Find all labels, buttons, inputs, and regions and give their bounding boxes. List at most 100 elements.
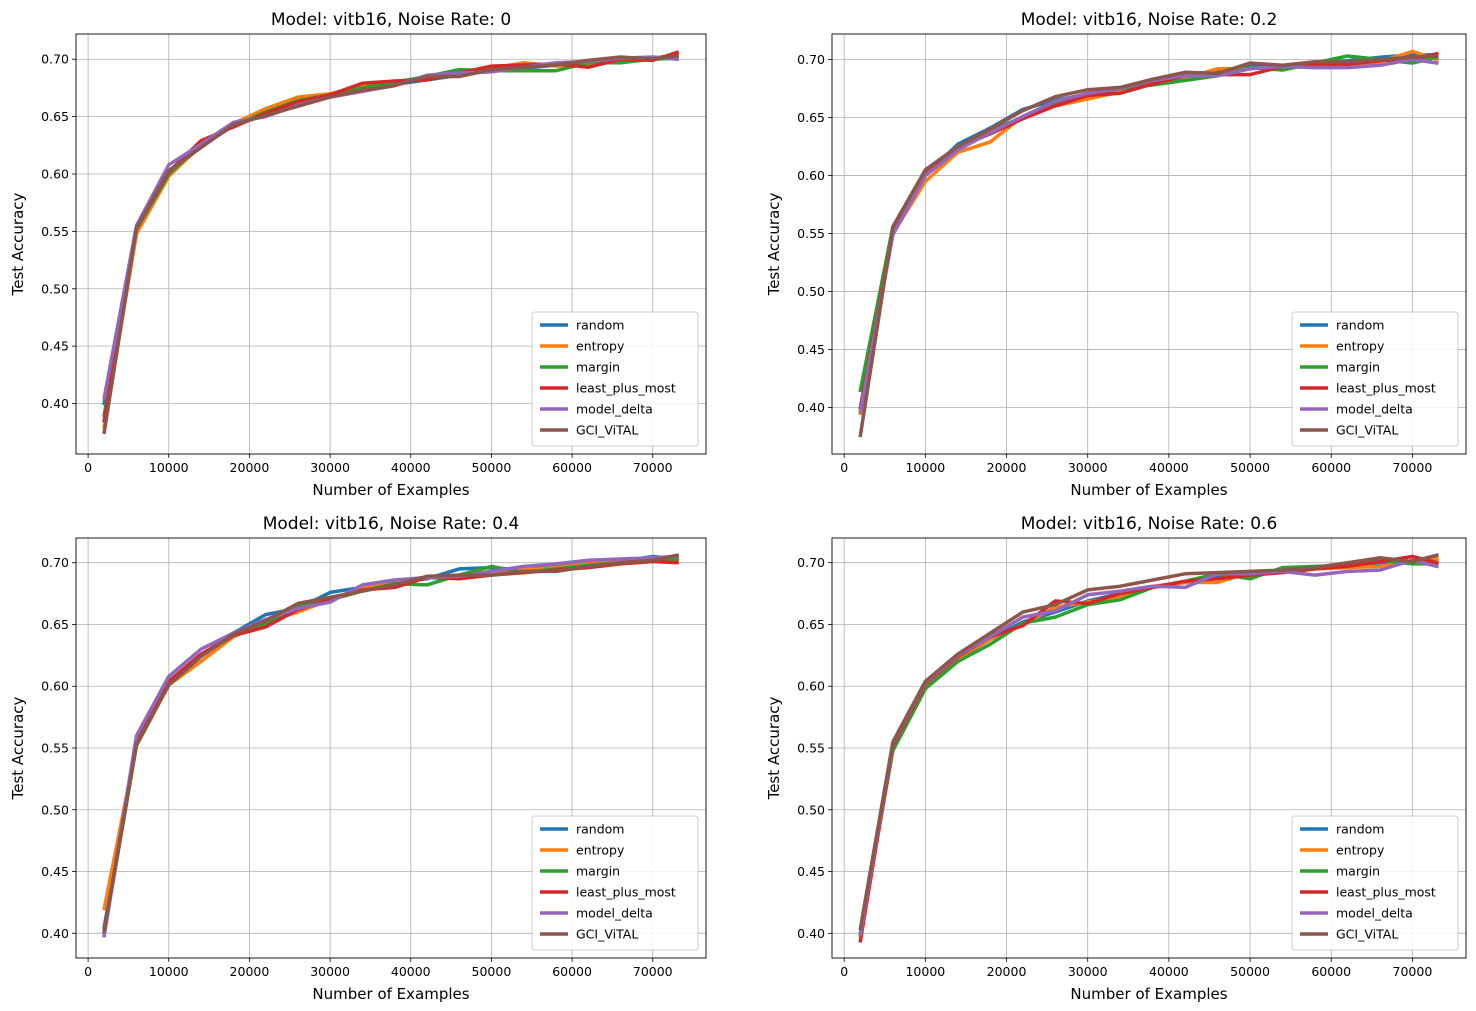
legend-label-least-plus-most: least_plus_most (576, 885, 676, 900)
chart-title: Model: vitb16, Noise Rate: 0 (271, 10, 511, 30)
x-tick-label: 30000 (1068, 460, 1108, 475)
x-axis-label: Number of Examples (312, 481, 469, 499)
x-tick-label: 20000 (230, 460, 270, 475)
x-tick-label: 40000 (1149, 964, 1189, 979)
legend-label-model-delta: model_delta (576, 906, 653, 921)
y-tick-label: 0.50 (797, 284, 825, 299)
y-tick-label: 0.45 (797, 342, 825, 357)
x-tick-label: 70000 (633, 964, 673, 979)
x-axis-label: Number of Examples (1070, 985, 1227, 1003)
x-tick-label: 0 (840, 964, 848, 979)
series-line-model-delta (102, 554, 679, 938)
x-tick-label: 70000 (1393, 964, 1433, 979)
legend-label-GCI-ViTAL: GCI_ViTAL (1336, 927, 1398, 942)
y-tick-label: 0.70 (797, 555, 825, 570)
axes-frame (831, 33, 1467, 455)
y-tick-label: 0.65 (41, 617, 69, 632)
legend-label-entropy: entropy (1336, 339, 1385, 354)
chart-title: Model: vitb16, Noise Rate: 0.6 (1021, 514, 1278, 534)
x-tick-label: 60000 (552, 964, 592, 979)
y-tick-label: 0.50 (41, 802, 69, 817)
legend-label-least-plus-most: least_plus_most (1336, 381, 1436, 396)
legend-label-least-plus-most: least_plus_most (576, 381, 676, 396)
x-axis-label: Number of Examples (312, 985, 469, 1003)
legend-box (531, 815, 699, 951)
y-tick-label: 0.60 (797, 168, 825, 183)
y-tick-label: 0.70 (797, 52, 825, 67)
legend-label-random: random (1336, 318, 1384, 333)
x-tick-label: 40000 (391, 460, 431, 475)
y-tick-label: 0.55 (41, 224, 69, 239)
legend-label-margin: margin (576, 360, 620, 375)
x-tick-label: 50000 (1230, 964, 1270, 979)
x-tick-label: 20000 (987, 460, 1027, 475)
legend-label-GCI-ViTAL: GCI_ViTAL (1336, 423, 1398, 438)
legend-box (531, 311, 699, 447)
legend-label-model-delta: model_delta (1336, 402, 1413, 417)
legend-label-margin: margin (576, 864, 620, 879)
x-tick-label: 30000 (310, 964, 350, 979)
x-tick-label: 20000 (230, 964, 270, 979)
series-line-GCI-ViTAL (858, 553, 1439, 931)
legend-label-model-delta: model_delta (576, 402, 653, 417)
x-tick-label: 50000 (472, 460, 512, 475)
y-tick-label: 0.40 (797, 400, 825, 415)
legend-label-GCI-ViTAL: GCI_ViTAL (576, 927, 638, 942)
x-tick-label: 70000 (633, 460, 673, 475)
legend: random entropy margin least_plus_most model_… (531, 815, 699, 951)
y-tick-label: 0.40 (41, 396, 69, 411)
x-tick-label: 70000 (1393, 460, 1433, 475)
chart-panel-3: 0 10000 20000 30000 40000 50000 60000 70000 0.40… (9, 514, 707, 1003)
x-tick-label: 30000 (310, 460, 350, 475)
legend-label-entropy: entropy (576, 339, 625, 354)
series-line-GCI-ViTAL (102, 53, 679, 435)
series-line-GCI-ViTAL (858, 54, 1439, 438)
chart-panel-2: 0 10000 20000 30000 40000 50000 60000 70000 0.40… (765, 10, 1467, 499)
chart-title: Model: vitb16, Noise Rate: 0.2 (1021, 10, 1278, 30)
y-tick-label: 0.55 (797, 741, 825, 756)
x-tick-label: 0 (840, 460, 848, 475)
legend-label-GCI-ViTAL: GCI_ViTAL (576, 423, 638, 438)
axes-frame (831, 537, 1467, 959)
y-tick-label: 0.65 (797, 617, 825, 632)
y-tick-label: 0.40 (797, 926, 825, 941)
x-tick-label: 40000 (391, 964, 431, 979)
series-lines (858, 49, 1440, 438)
legend-label-random: random (576, 822, 624, 837)
series-line-least-plus-most (102, 50, 680, 423)
legend-label-least-plus-most: least_plus_most (1336, 885, 1436, 900)
series-lines (858, 553, 1439, 943)
x-tick-label: 10000 (149, 460, 189, 475)
y-axis-label: Test Accuracy (765, 696, 783, 800)
series-line-GCI-ViTAL (102, 553, 680, 933)
chart-panel-1: 0 10000 20000 30000 40000 50000 60000 70000 0.40… (9, 10, 707, 499)
axes-frame (75, 537, 707, 959)
legend-label-random: random (1336, 822, 1384, 837)
x-tick-label: 40000 (1149, 460, 1189, 475)
y-tick-label: 0.45 (41, 339, 69, 354)
legend-label-random: random (576, 318, 624, 333)
x-tick-label: 60000 (552, 460, 592, 475)
chart-panel-4: 0 10000 20000 30000 40000 50000 60000 70000 0.40… (765, 514, 1467, 1003)
legend-box (1291, 311, 1459, 447)
series-lines (102, 50, 680, 435)
chart-title: Model: vitb16, Noise Rate: 0.4 (263, 514, 520, 534)
series-lines (102, 553, 680, 938)
legend: random entropy margin least_plus_most model_… (1291, 815, 1459, 951)
y-tick-label: 0.65 (797, 110, 825, 125)
x-tick-label: 20000 (987, 964, 1027, 979)
y-tick-label: 0.50 (797, 802, 825, 817)
y-tick-label: 0.60 (797, 679, 825, 694)
y-tick-label: 0.55 (797, 226, 825, 241)
legend-label-entropy: entropy (576, 843, 625, 858)
x-tick-label: 0 (84, 964, 92, 979)
y-tick-label: 0.65 (41, 109, 69, 124)
legend-label-margin: margin (1336, 360, 1380, 375)
legend: random entropy margin least_plus_most model_… (531, 311, 699, 447)
legend-label-margin: margin (1336, 864, 1380, 879)
y-tick-label: 0.45 (41, 864, 69, 879)
y-tick-label: 0.70 (41, 52, 69, 67)
y-tick-label: 0.55 (41, 741, 69, 756)
y-tick-label: 0.50 (41, 281, 69, 296)
